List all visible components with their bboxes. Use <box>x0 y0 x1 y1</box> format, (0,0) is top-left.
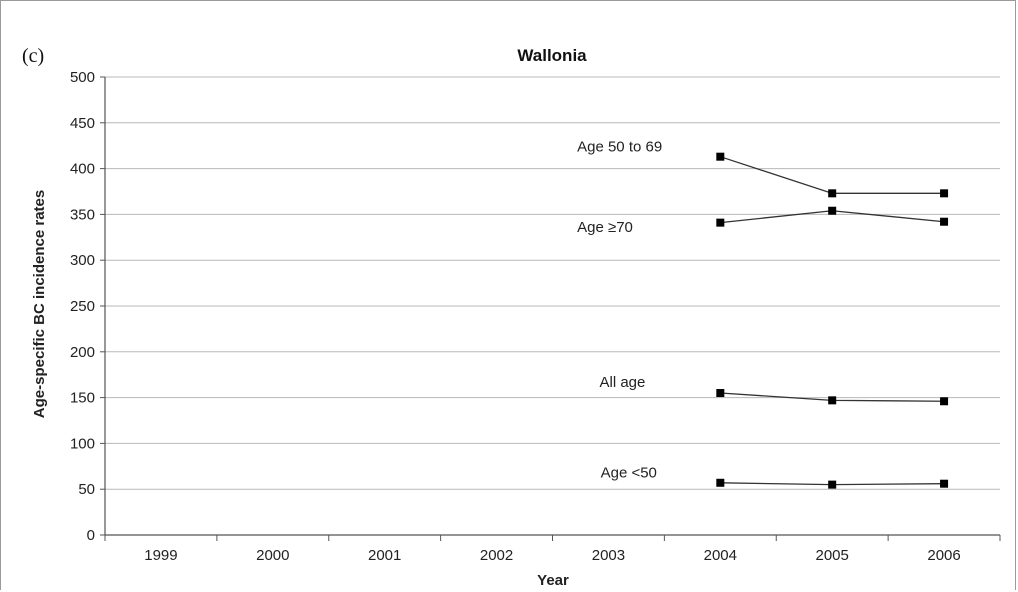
series-1-label: Age ≥70 <box>577 219 633 236</box>
series-layer <box>716 152 949 489</box>
x-tick-label-2006: 2006 <box>927 547 960 564</box>
gridlines <box>105 76 1000 490</box>
y-tick-label-150: 150 <box>70 390 95 407</box>
series-0-line <box>720 156 945 194</box>
x-tick-label-2005: 2005 <box>816 547 849 564</box>
x-tick-label-2004: 2004 <box>704 547 737 564</box>
series-labels: Age 50 to 69 Age ≥70 All age Age <50 <box>577 139 662 482</box>
y-tick-label-250: 250 <box>70 298 95 315</box>
x-tick-label-2002: 2002 <box>480 547 513 564</box>
x-tick-label-2003: 2003 <box>592 547 625 564</box>
chart-title: Wallonia <box>517 46 587 65</box>
series-3-label: Age <50 <box>601 465 657 482</box>
x-tick-label-2001: 2001 <box>368 547 401 564</box>
panel-label: (c) <box>22 45 44 67</box>
series-0-marker-2006 <box>940 189 949 198</box>
series-2-marker-2006 <box>940 397 949 406</box>
y-tick-label-200: 200 <box>70 344 95 361</box>
series-0-marker-2005 <box>828 189 837 198</box>
y-tick-label-400: 400 <box>70 161 95 178</box>
series-3-marker-2006 <box>940 479 949 488</box>
series-2-label: All age <box>599 374 645 391</box>
x-tick-label-2000: 2000 <box>256 547 289 564</box>
axes: 0 50 100 150 200 250 300 350 400 450 500 1999 2000 20… <box>70 69 1001 564</box>
y-tick-label-450: 450 <box>70 115 95 132</box>
y-tick-label-500: 500 <box>70 69 95 86</box>
y-tick-label-300: 300 <box>70 252 95 269</box>
series-2-marker-2005 <box>828 396 837 405</box>
x-tick-label-1999: 1999 <box>144 547 177 564</box>
series-3-marker-2004 <box>716 478 725 487</box>
y-tick-label-350: 350 <box>70 206 95 223</box>
y-axis-title: Age-specific BC incidence rates <box>31 190 48 418</box>
series-1-marker-2005 <box>828 206 837 215</box>
x-axis-title: Year <box>537 572 569 589</box>
series-1-marker-2006 <box>940 217 949 226</box>
series-1-marker-2004 <box>716 218 725 227</box>
series-3-marker-2005 <box>828 480 837 489</box>
y-tick-label-50: 50 <box>78 481 95 498</box>
y-tick-label-100: 100 <box>70 435 95 452</box>
y-tick-label-0: 0 <box>87 527 95 544</box>
series-0-label: Age 50 to 69 <box>577 139 662 156</box>
series-2-marker-2004 <box>716 389 725 398</box>
series-0-marker-2004 <box>716 152 725 161</box>
